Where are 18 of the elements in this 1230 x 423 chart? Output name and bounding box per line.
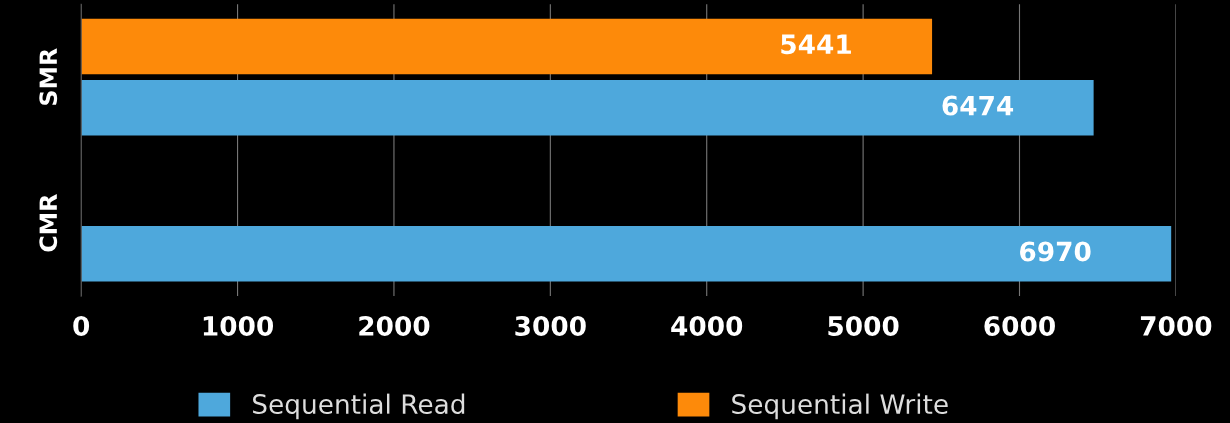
x-tick-label: 3000 xyxy=(515,316,586,336)
x-tick-label: 2000 xyxy=(359,316,430,336)
legend-label: Sequential Write xyxy=(732,393,948,420)
bar xyxy=(81,80,1094,136)
bar xyxy=(81,18,933,75)
data-label: 5441 xyxy=(781,34,851,55)
bar xyxy=(81,226,1172,282)
x-tick-label: 6000 xyxy=(984,316,1055,336)
y-tick-label: SMR xyxy=(39,48,58,105)
x-tick-label: 5000 xyxy=(828,316,899,336)
legend-label: Sequential Read xyxy=(253,393,465,420)
data-label: 6970 xyxy=(1020,241,1091,262)
data-label: 6474 xyxy=(942,95,1014,116)
x-tick-label: 4000 xyxy=(671,316,743,336)
x-tick-label: 7000 xyxy=(1140,316,1212,336)
x-tick-label: 0 xyxy=(73,316,90,336)
y-tick-label: CMR xyxy=(39,194,58,252)
x-tick-label: 1000 xyxy=(203,316,274,336)
